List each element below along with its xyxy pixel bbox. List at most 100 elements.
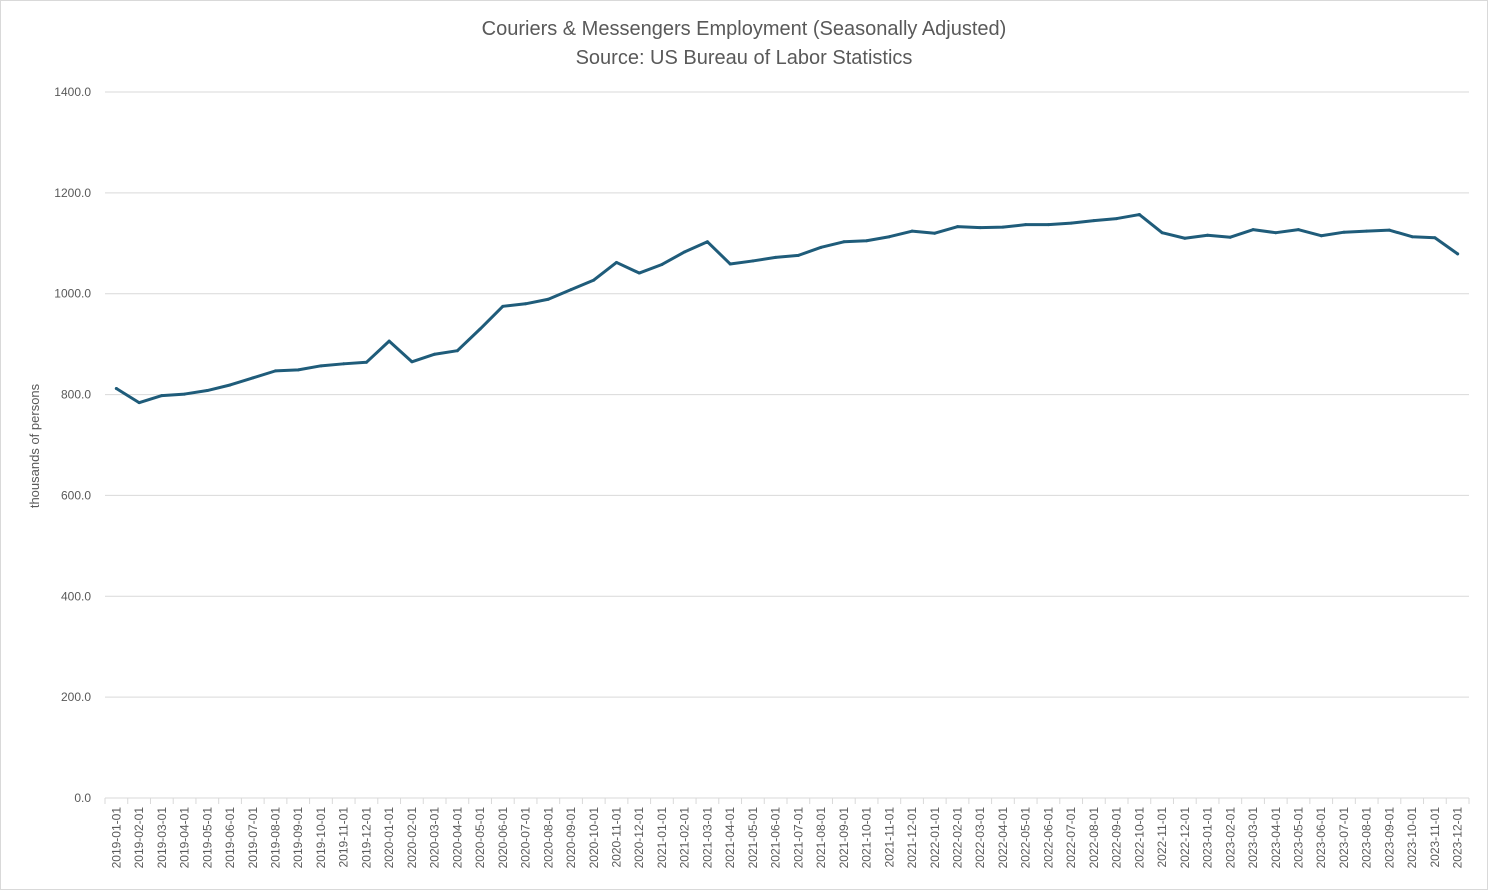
data-point: [569, 288, 573, 292]
data-point: [410, 360, 414, 364]
data-point: [956, 225, 959, 229]
data-point: [1183, 236, 1187, 240]
data-point: [910, 229, 914, 233]
data-point: [1274, 231, 1278, 235]
data-point: [1433, 236, 1437, 240]
x-tick-label: 2020-11-01: [610, 807, 624, 868]
data-point: [1387, 228, 1391, 232]
data-point: [183, 392, 187, 396]
series-line: [114, 213, 1460, 405]
x-tick-label: 2021-05-01: [746, 807, 760, 869]
x-tick-label: 2022-06-01: [1041, 807, 1055, 869]
x-tick-label: 2022-04-01: [996, 807, 1010, 869]
data-point: [274, 369, 277, 373]
y-axis-label: thousands of persons: [27, 383, 42, 508]
data-point: [501, 304, 505, 308]
x-tick-label: 2021-09-01: [837, 807, 851, 869]
series-layer: [114, 213, 1460, 405]
x-tick-label: 2022-08-01: [1087, 807, 1101, 869]
data-point: [114, 387, 118, 391]
x-tick-label: 2021-03-01: [700, 807, 714, 869]
y-tick-label: 1000.0: [54, 287, 91, 301]
x-tick-label: 2020-05-01: [473, 807, 487, 869]
data-point: [705, 240, 709, 244]
data-point: [1024, 223, 1028, 227]
x-tick-label: 2022-12-01: [1178, 807, 1192, 869]
data-point: [1342, 230, 1346, 234]
y-axis-ticks: 0.0 200.0 400.0 600.0 800.0 1000.0 1200.0 1400.…: [54, 85, 91, 805]
x-tick-label: 2022-05-01: [1019, 807, 1033, 869]
x-tick-label: 2022-10-01: [1132, 807, 1146, 869]
data-point: [342, 362, 346, 366]
x-tick-label: 2020-04-01: [450, 807, 464, 869]
data-point: [842, 240, 846, 244]
x-tick-label: 2019-03-01: [155, 807, 169, 869]
x-tick-label: 2020-08-01: [541, 807, 555, 869]
data-point: [296, 368, 300, 372]
data-point: [1410, 235, 1414, 239]
data-point: [1319, 234, 1323, 238]
data-point: [228, 383, 232, 387]
data-point: [637, 271, 641, 275]
data-point: [524, 302, 528, 306]
data-point: [1160, 231, 1164, 235]
data-point: [1137, 213, 1141, 217]
x-tick-label: 2023-01-01: [1201, 807, 1215, 869]
data-point: [774, 255, 778, 259]
data-point: [1251, 228, 1255, 232]
data-point: [433, 352, 437, 356]
data-point: [546, 297, 550, 301]
data-point: [364, 360, 368, 364]
x-tick-label: 2023-05-01: [1292, 807, 1306, 869]
data-point: [865, 239, 869, 243]
x-tick-label: 2019-07-01: [246, 807, 260, 869]
x-tick-label: 2020-09-01: [564, 807, 578, 869]
x-tick-label: 2020-02-01: [405, 807, 419, 869]
data-point: [1046, 223, 1050, 227]
data-point: [728, 262, 732, 266]
x-tick-label: 2019-02-01: [132, 807, 146, 869]
x-tick-label: 2022-02-01: [951, 807, 965, 869]
data-point: [387, 339, 391, 343]
x-tick-label: 2019-01-01: [109, 807, 123, 869]
x-tick-label: 2019-08-01: [269, 807, 283, 869]
x-tick-label: 2021-10-01: [860, 807, 874, 869]
x-tick-label: 2023-02-01: [1223, 807, 1237, 869]
x-tick-label: 2023-12-01: [1451, 807, 1465, 869]
x-tick-label: 2020-12-01: [632, 807, 646, 869]
data-point: [819, 245, 823, 249]
y-tick-label: 1200.0: [54, 186, 91, 200]
data-point: [1115, 217, 1119, 221]
x-tick-label: 2023-06-01: [1314, 807, 1328, 869]
data-point: [1092, 219, 1096, 223]
x-tick-label: 2023-11-01: [1428, 807, 1442, 868]
data-point: [319, 364, 323, 368]
x-tick-label: 2021-12-01: [905, 807, 919, 869]
data-point: [887, 235, 891, 239]
chart-subtitle: Source: US Bureau of Labor Statistics: [576, 47, 913, 69]
y-tick-label: 600.0: [61, 488, 91, 502]
x-tick-label: 2021-02-01: [678, 807, 692, 869]
gridlines: [105, 91, 1469, 799]
x-tick-label: 2023-03-01: [1246, 807, 1260, 869]
data-point: [615, 260, 618, 264]
data-point: [455, 349, 459, 353]
x-tick-label: 2019-04-01: [178, 807, 192, 869]
x-tick-label: 2021-11-01: [882, 807, 896, 868]
data-point: [751, 259, 755, 263]
data-point: [978, 226, 982, 230]
chart-title: Couriers & Messengers Employment (Season…: [482, 18, 1007, 40]
x-tick-label: 2022-07-01: [1064, 807, 1078, 869]
x-axis-ticks: 2019-01-01 2019-02-01 2019-03-01 2019-04-01…: [104, 798, 1470, 869]
x-tick-label: 2023-08-01: [1360, 807, 1374, 869]
y-tick-label: 1400.0: [54, 85, 91, 99]
x-tick-label: 2021-01-01: [655, 807, 669, 869]
x-tick-label: 2019-11-01: [337, 807, 351, 868]
x-tick-label: 2022-09-01: [1110, 807, 1124, 869]
x-tick-label: 2021-07-01: [791, 807, 805, 869]
data-point: [933, 231, 937, 235]
x-tick-label: 2019-12-01: [359, 807, 373, 869]
data-point: [1456, 252, 1460, 256]
